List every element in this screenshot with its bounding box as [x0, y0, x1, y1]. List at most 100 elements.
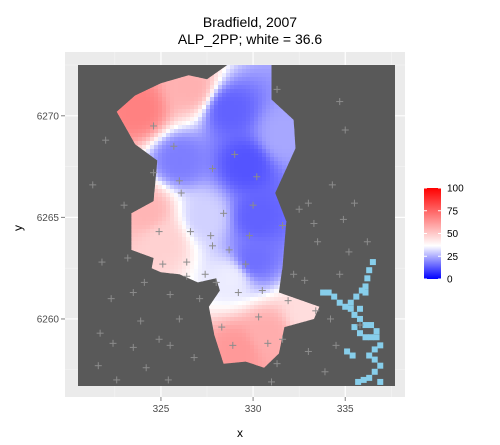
value-cell	[218, 77, 223, 82]
value-cell	[254, 209, 259, 214]
value-cell	[254, 277, 259, 282]
value-cell	[126, 101, 131, 106]
value-cell	[270, 309, 275, 314]
value-cell	[178, 245, 183, 250]
value-cell	[174, 229, 179, 234]
value-cell	[250, 261, 255, 266]
value-cell	[218, 261, 223, 266]
value-cell	[122, 109, 127, 114]
value-cell	[202, 117, 207, 122]
value-cell	[202, 233, 207, 238]
value-cell	[246, 181, 251, 186]
value-cell	[170, 249, 175, 254]
value-cell	[194, 89, 199, 94]
value-cell	[178, 229, 183, 234]
value-cell	[278, 117, 283, 122]
value-cell	[242, 169, 247, 174]
value-cell	[254, 193, 259, 198]
value-cell	[146, 121, 151, 126]
value-cell	[250, 205, 255, 210]
value-cell	[262, 293, 267, 298]
value-cell	[210, 109, 215, 114]
value-cell	[238, 209, 243, 214]
value-cell	[254, 141, 259, 146]
value-cell	[242, 309, 247, 314]
value-cell	[190, 213, 195, 218]
value-cell	[250, 145, 255, 150]
value-cell	[186, 177, 191, 182]
value-cell	[230, 205, 235, 210]
value-cell	[246, 257, 251, 262]
value-cell	[134, 101, 139, 106]
value-cell	[166, 137, 171, 142]
value-cell	[170, 125, 175, 130]
value-cell	[286, 117, 291, 122]
value-cell	[158, 205, 163, 210]
value-cell	[178, 265, 183, 270]
value-cell	[158, 141, 163, 146]
value-cell	[226, 81, 231, 86]
value-cell	[262, 149, 267, 154]
value-cell	[202, 157, 207, 162]
value-cell	[254, 293, 259, 298]
value-cell	[222, 105, 227, 110]
value-cell	[266, 225, 271, 230]
value-cell	[206, 157, 211, 162]
value-cell	[150, 249, 155, 254]
value-cell	[190, 101, 195, 106]
value-cell	[206, 201, 211, 206]
value-cell	[226, 229, 231, 234]
value-cell	[158, 201, 163, 206]
value-cell	[218, 197, 223, 202]
value-cell	[210, 153, 215, 158]
value-cell	[230, 157, 235, 162]
value-cell	[286, 133, 291, 138]
value-cell	[250, 125, 255, 130]
value-cell	[178, 249, 183, 254]
value-cell	[286, 145, 291, 150]
value-cell	[210, 205, 215, 210]
value-cell	[134, 121, 139, 126]
value-cell	[262, 301, 267, 306]
value-cell	[210, 305, 215, 310]
value-cell	[150, 145, 155, 150]
value-cell	[202, 245, 207, 250]
value-cell	[262, 297, 267, 302]
value-cell	[174, 249, 179, 254]
value-cell	[214, 117, 219, 122]
value-cell	[158, 173, 163, 178]
value-cell	[158, 257, 163, 262]
value-cell	[270, 229, 275, 234]
value-cell	[138, 233, 143, 238]
value-cell	[198, 125, 203, 130]
value-cell	[270, 113, 275, 118]
value-cell	[178, 225, 183, 230]
value-cell	[198, 193, 203, 198]
value-cell	[178, 261, 183, 266]
value-cell	[230, 97, 235, 102]
value-cell	[154, 249, 159, 254]
value-cell	[174, 141, 179, 146]
value-cell	[210, 213, 215, 218]
value-cell	[158, 137, 163, 142]
value-cell	[170, 157, 175, 162]
value-cell	[250, 269, 255, 274]
value-cell	[242, 253, 247, 258]
value-cell	[138, 117, 143, 122]
value-cell	[266, 293, 271, 298]
value-cell	[194, 181, 199, 186]
value-cell	[166, 89, 171, 94]
value-cell	[158, 117, 163, 122]
value-cell	[226, 189, 231, 194]
value-cell	[214, 261, 219, 266]
value-cell	[278, 161, 283, 166]
value-cell	[226, 241, 231, 246]
value-cell	[242, 113, 247, 118]
value-cell	[218, 137, 223, 142]
value-cell	[246, 113, 251, 118]
value-cell	[138, 141, 143, 146]
value-cell	[154, 97, 159, 102]
value-cell	[138, 113, 143, 118]
value-cell	[258, 249, 263, 254]
value-cell	[234, 129, 239, 134]
